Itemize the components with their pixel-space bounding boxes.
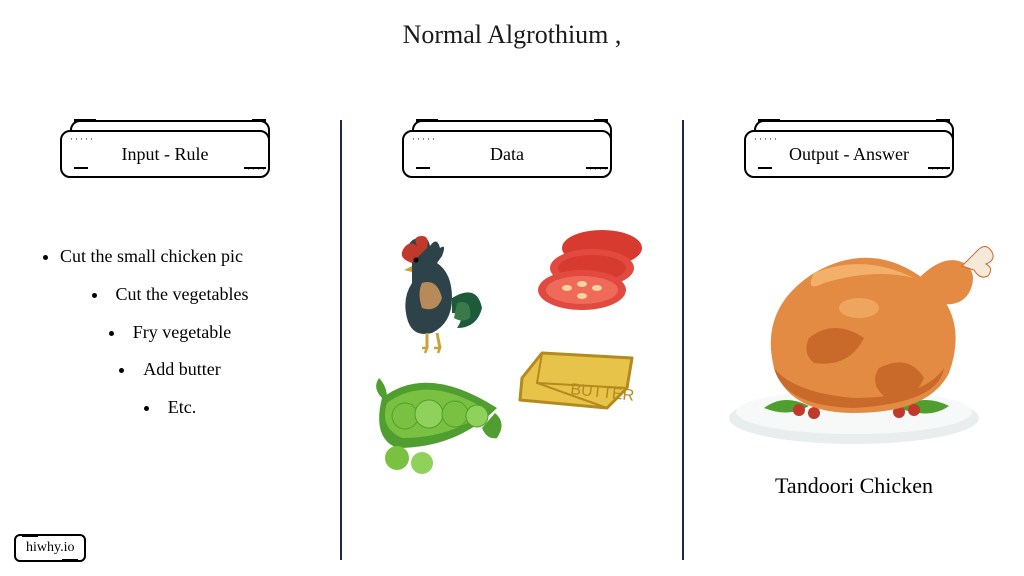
label-card-input: Input - Rule ·········· [60, 120, 280, 178]
rooster-icon [382, 228, 492, 358]
list-item: Cut the vegetables [20, 276, 320, 314]
butter-icon: BUTTER [512, 338, 642, 418]
output-illustration: Tandoori Chicken [704, 208, 1004, 508]
rules-list: Cut the small chicken pic Cut the vegeta… [20, 238, 320, 427]
watermark: hiwhy.io [14, 534, 86, 562]
data-illustrations: BUTTER [362, 218, 662, 518]
label-card-data: Data ·········· [402, 120, 622, 178]
list-item: Cut the small chicken pic [60, 238, 320, 276]
output-result-label: Tandoori Chicken [704, 473, 1004, 499]
pea-icon [367, 368, 507, 478]
list-item: Fry vegetable [20, 314, 320, 352]
column-output: Output - Answer ·········· [684, 120, 1024, 560]
roast-chicken-icon [714, 218, 994, 458]
list-item: Add butter [20, 351, 320, 389]
columns-container: Input - Rule ·········· Cut the small ch… [0, 120, 1024, 560]
list-item: Etc. [20, 389, 320, 427]
column-data: Data ·········· [342, 120, 682, 560]
tomato-icon [532, 218, 652, 328]
column-input: Input - Rule ·········· Cut the small ch… [0, 120, 340, 560]
page-title: Normal Algrothium , [0, 0, 1024, 50]
label-card-output: Output - Answer ·········· [744, 120, 964, 178]
